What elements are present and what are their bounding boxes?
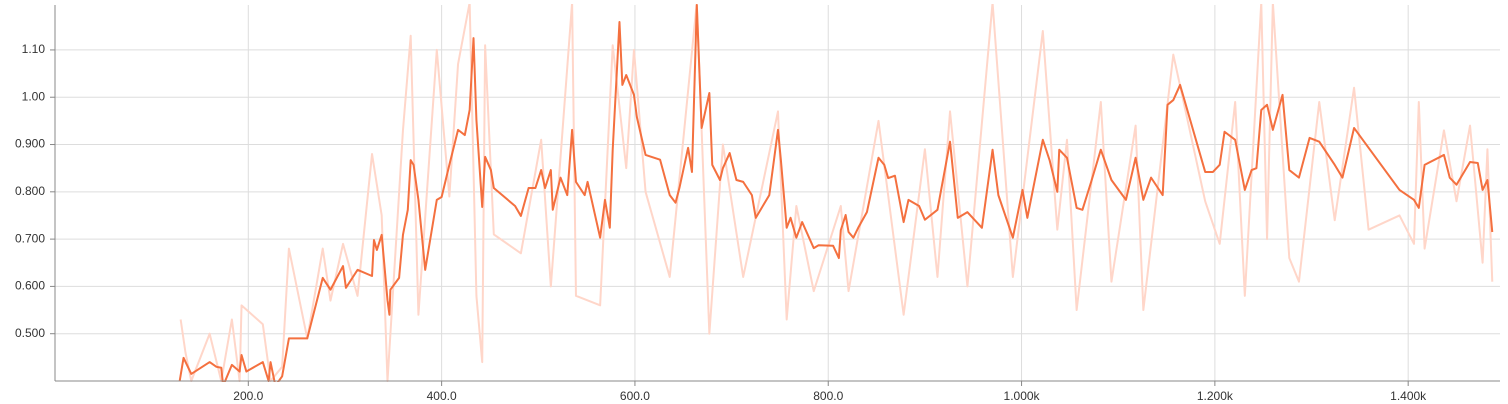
y-tick-label: 0.500: [15, 326, 45, 340]
y-tick-label: 0.700: [15, 231, 45, 245]
series-line: [179, 4, 1494, 382]
x-tick-label: 600.0: [620, 389, 650, 403]
tick-labels: 0.500 0.600 0.700 0.800 0.900 1.00 1.10 200.0 40…: [15, 42, 1427, 403]
plot-area: [178, 4, 1494, 382]
x-tick-label: 800.0: [813, 389, 843, 403]
y-tick-label: 1.10: [22, 42, 46, 56]
x-tick-label: 200.0: [233, 389, 263, 403]
x-tick-label: 1.400k: [1390, 389, 1427, 403]
y-tick-label: 0.600: [15, 279, 45, 293]
x-tick-label: 1.200k: [1197, 389, 1234, 403]
grid: [55, 5, 1500, 381]
y-tick-label: 0.800: [15, 184, 45, 198]
x-tick-label: 1.000k: [1004, 389, 1041, 403]
y-tick-label: 1.00: [22, 89, 46, 103]
series-line: [178, 4, 1494, 382]
y-tick-label: 0.900: [15, 137, 45, 151]
x-tick-label: 400.0: [427, 389, 457, 403]
